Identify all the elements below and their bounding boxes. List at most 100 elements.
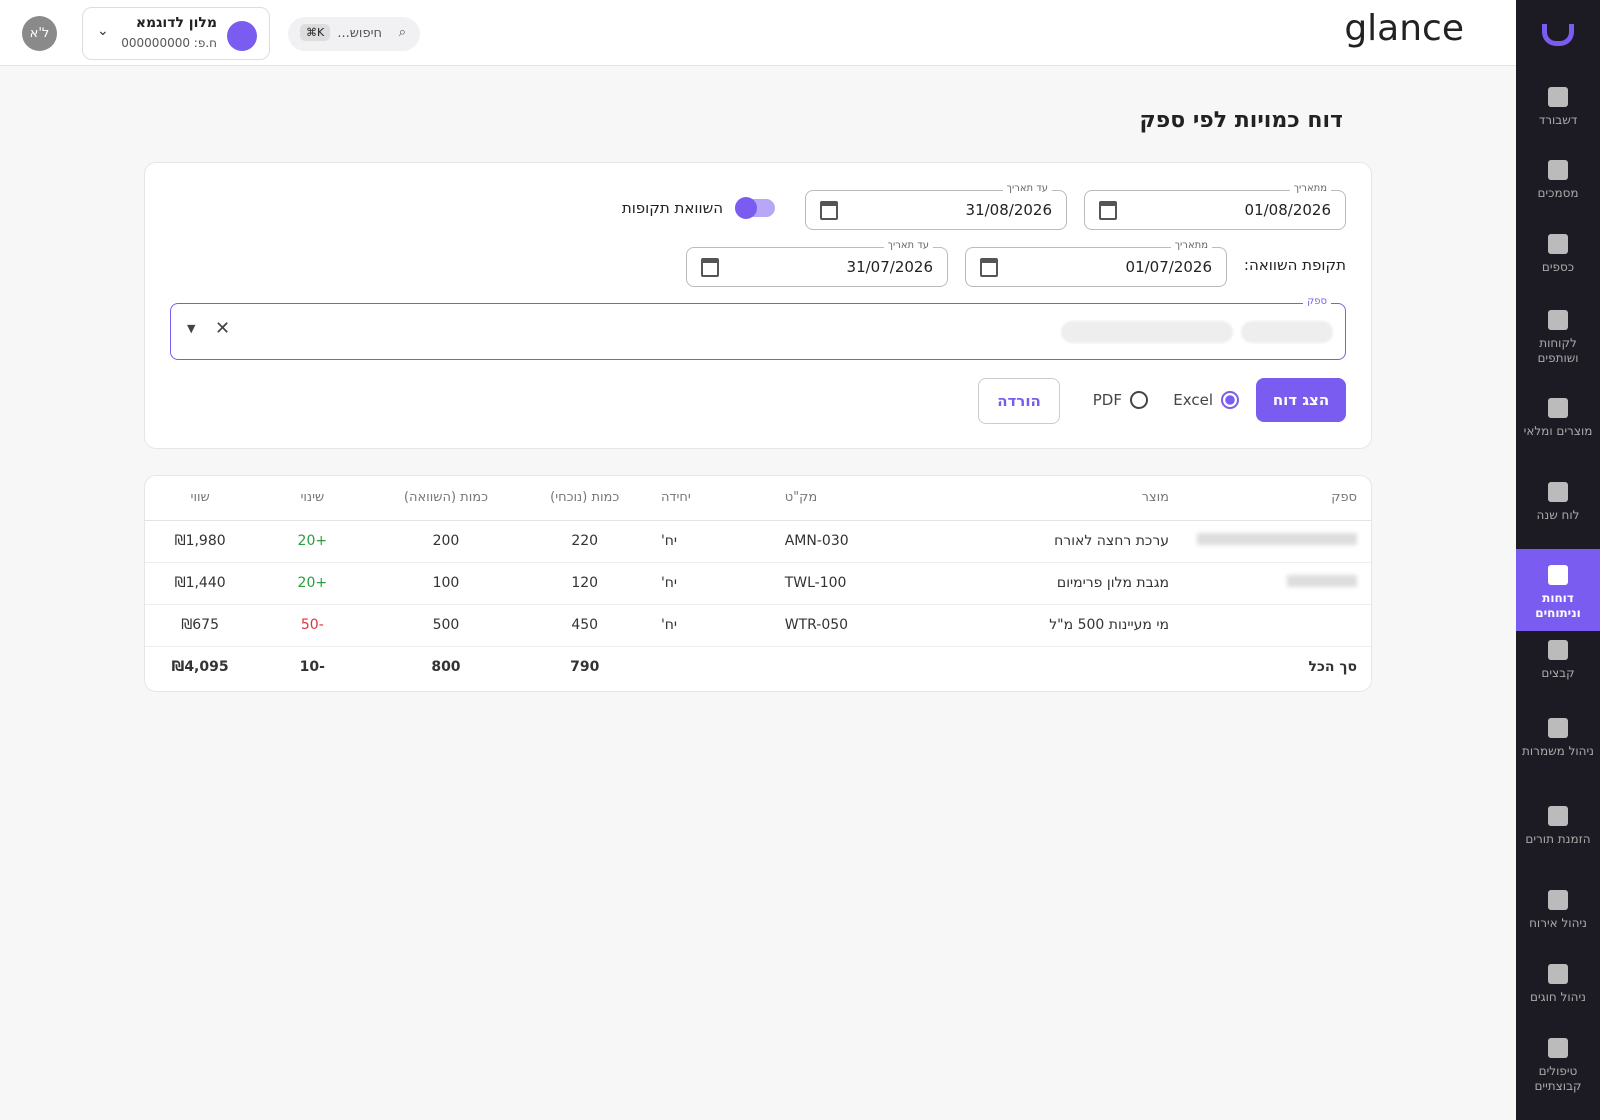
nav-item[interactable]: ניהול משמרות xyxy=(1516,718,1600,759)
nav-icon xyxy=(1548,1038,1568,1058)
nav-icon xyxy=(1548,398,1568,418)
calendar-icon xyxy=(1099,201,1117,220)
table-cell: 120 xyxy=(522,562,647,605)
compare-from-date[interactable]: מתאריך 01/07/2026 xyxy=(965,240,1227,287)
business-id: ח.פ: 000000000 xyxy=(121,36,217,50)
from-date[interactable]: מתאריך 01/08/2026 xyxy=(1084,183,1346,230)
nav-label: לוח שנה xyxy=(1536,508,1580,522)
nav-label: כספים xyxy=(1541,260,1575,274)
column-header: שווי xyxy=(145,476,256,521)
table-cell: מגבת מלון פרימיום xyxy=(975,562,1183,605)
nav-item[interactable]: ניהול אירוח xyxy=(1516,890,1600,931)
table-cell: יח' xyxy=(646,520,771,563)
filter-card: מתאריך 01/08/2026 עד תאריך 31/08/2026 השוו… xyxy=(144,162,1372,449)
nav-item[interactable]: דשבורד xyxy=(1516,87,1600,128)
search-box[interactable]: ⌕ חיפוש... K⌘ xyxy=(288,17,420,51)
nav-item[interactable]: קבצים xyxy=(1516,640,1600,681)
table-cell: מי מעיינות 500 מ"ל xyxy=(975,604,1183,647)
radio-label: PDF xyxy=(1092,391,1122,409)
blurred-supplier xyxy=(1197,533,1357,545)
column-header: מק"ט xyxy=(770,476,976,521)
nav-item[interactable]: כספים xyxy=(1516,234,1600,275)
supplier-cell xyxy=(1183,520,1371,563)
supplier-chip[interactable] xyxy=(1241,321,1333,343)
business-icon xyxy=(227,21,257,51)
table-cell: ₪1,440 xyxy=(145,562,256,605)
column-header: ספק xyxy=(1183,476,1371,521)
table-cell: 220 xyxy=(522,520,647,563)
table-cell: ₪675 xyxy=(145,604,256,647)
radio-label: Excel xyxy=(1173,391,1213,409)
chevron: ⌄ xyxy=(97,23,109,39)
nav-label: מוצרים ומלאי xyxy=(1523,424,1593,438)
nav-icon xyxy=(1548,806,1568,826)
table-cell: AMN-030 xyxy=(770,520,976,563)
nav-label: לקוחות ושותפים xyxy=(1537,336,1579,365)
radio-pdf[interactable] xyxy=(1130,391,1148,409)
nav-item[interactable]: טיפולים קבוצתיים xyxy=(1516,1038,1600,1094)
search-icon: ⌕ xyxy=(398,25,406,40)
nav-label: הזמנת תורים xyxy=(1525,832,1591,846)
avatar[interactable]: ל'א xyxy=(22,16,57,51)
nav-icon xyxy=(1548,718,1568,738)
field-value: 01/07/2026 xyxy=(1125,258,1212,276)
dropdown-icon[interactable]: ▼ xyxy=(187,322,196,335)
total-label: סך הכל xyxy=(1308,659,1358,676)
nav-icon xyxy=(1548,482,1568,502)
supplier-cell xyxy=(1183,604,1371,647)
show-report-button[interactable]: הצג דוח xyxy=(1256,378,1346,422)
calendar-icon xyxy=(820,201,838,220)
column-header: כמות (נוכחי) xyxy=(522,476,647,521)
brand-mark[interactable] xyxy=(1542,24,1574,46)
nav-label: ניהול חוגים xyxy=(1530,990,1586,1004)
table-cell: ערכת רחצה לאורח xyxy=(975,520,1183,563)
nav-label: ניהול משמרות xyxy=(1522,744,1594,758)
sidebar: דשבורד מסמכים כספים לקוחות ושותפים מוצרים ומ… xyxy=(1516,0,1600,1120)
nav-label: דשבורד xyxy=(1538,113,1578,127)
nav-icon xyxy=(1548,87,1568,107)
field-label: עד תאריך xyxy=(1002,183,1052,194)
nav-label: קבצים xyxy=(1541,666,1575,680)
nav-label: טיפולים קבוצתיים xyxy=(1534,1064,1582,1093)
report-table-card: ספק מוצר מק"ט יחידה כמות (נוכחי) כמות (השוואה… xyxy=(144,475,1372,692)
total-cell: ₪4,095 xyxy=(171,659,229,676)
nav-item[interactable]: הזמנת תורים xyxy=(1516,806,1600,847)
supplier-select[interactable]: ספק ✕ ▼ xyxy=(170,296,1346,360)
nav-icon xyxy=(1548,234,1568,254)
nav-icon xyxy=(1548,160,1568,180)
logo[interactable]: glance xyxy=(1344,8,1464,49)
field-value: 31/08/2026 xyxy=(965,201,1052,219)
nav-label: דוחות וניתוחים xyxy=(1535,591,1581,620)
compare-toggle[interactable] xyxy=(735,197,775,219)
nav-item[interactable]: לקוחות ושותפים xyxy=(1516,310,1600,366)
radio-excel[interactable] xyxy=(1221,391,1239,409)
nav-icon xyxy=(1548,964,1568,984)
business-name: מלון לדוגמא xyxy=(135,15,217,31)
nav-icon xyxy=(1548,565,1568,585)
nav-item[interactable]: דוחות וניתוחים xyxy=(1516,549,1600,631)
table-cell: ₪1,980 xyxy=(145,520,256,563)
nav-item[interactable]: מוצרים ומלאי xyxy=(1516,398,1600,439)
table-cell: WTR-050 xyxy=(770,604,976,647)
table-row: מגבת מלון פרימיום TWL-100 יח' 120 100 20+ ₪1,4… xyxy=(145,562,1371,605)
page-title: דוח כמויות לפי ספק xyxy=(1139,108,1343,133)
nav-item[interactable]: ניהול חוגים xyxy=(1516,964,1600,1005)
table-cell: יח' xyxy=(646,604,771,647)
nav-icon xyxy=(1548,640,1568,660)
supplier-chip[interactable] xyxy=(1061,321,1233,343)
field-label: ספק xyxy=(1303,296,1331,307)
nav-item[interactable]: לוח שנה xyxy=(1516,482,1600,523)
total-row: סך הכל 790 800 10- ₪4,095 xyxy=(145,646,1371,688)
compare-to-date[interactable]: עד תאריך 31/07/2026 xyxy=(686,240,948,287)
clear-icon[interactable]: ✕ xyxy=(215,318,231,339)
nav-item[interactable]: מסמכים xyxy=(1516,160,1600,201)
blurred-supplier xyxy=(1287,575,1357,587)
business-selector[interactable]: מלון לדוגמא ח.פ: 000000000 ⌄ xyxy=(82,7,270,60)
total-cell: 10- xyxy=(299,659,325,676)
top-bar: glance ⌕ חיפוש... K⌘ מלון לדוגמא ח.פ: 00… xyxy=(0,0,1516,66)
table-cell: 100 xyxy=(369,562,523,605)
table-cell: 200 xyxy=(369,520,523,563)
to-date[interactable]: עד תאריך 31/08/2026 xyxy=(805,183,1067,230)
download-button[interactable]: הורדה xyxy=(978,378,1060,424)
